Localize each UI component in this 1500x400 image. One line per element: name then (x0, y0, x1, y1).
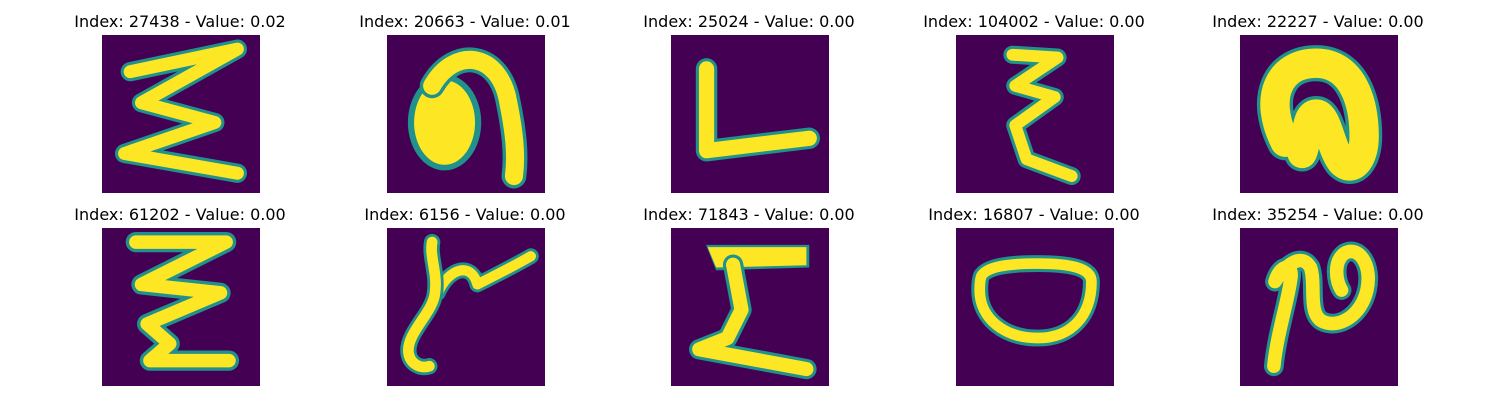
panel-9: Index: 16807 - Value: 0.00 (909, 193, 1159, 386)
panel-image (956, 35, 1114, 193)
panel-image (387, 35, 545, 193)
panel-image (102, 228, 260, 386)
panel-image (387, 228, 545, 386)
panel-image (1240, 35, 1398, 193)
panel-title: Index: 25024 - Value: 0.00 (643, 12, 855, 31)
panel-image (956, 228, 1114, 386)
panel-title: Index: 71843 - Value: 0.00 (643, 205, 855, 224)
panel-5: Index: 22227 - Value: 0.00 (1193, 0, 1443, 193)
panel-4: Index: 104002 - Value: 0.00 (909, 0, 1159, 193)
panel-image (671, 228, 829, 386)
panel-title: Index: 16807 - Value: 0.00 (928, 205, 1140, 224)
panel-2: Index: 20663 - Value: 0.01 (340, 0, 590, 193)
panel-3: Index: 25024 - Value: 0.00 (624, 0, 874, 193)
panel-7: Index: 6156 - Value: 0.00 (340, 193, 590, 386)
panel-title: Index: 61202 - Value: 0.00 (74, 205, 286, 224)
panel-image (671, 35, 829, 193)
panel-image (102, 35, 260, 193)
panel-10: Index: 35254 - Value: 0.00 (1193, 193, 1443, 386)
panel-image (1240, 228, 1398, 386)
panel-title: Index: 20663 - Value: 0.01 (359, 12, 571, 31)
panel-6: Index: 61202 - Value: 0.00 (55, 193, 305, 386)
panel-8: Index: 71843 - Value: 0.00 (624, 193, 874, 386)
panel-title: Index: 6156 - Value: 0.00 (364, 205, 566, 224)
panel-title: Index: 27438 - Value: 0.02 (74, 12, 286, 31)
panel-1: Index: 27438 - Value: 0.02 (55, 0, 305, 193)
panel-title: Index: 35254 - Value: 0.00 (1212, 205, 1424, 224)
panel-title: Index: 22227 - Value: 0.00 (1212, 12, 1424, 31)
panel-title: Index: 104002 - Value: 0.00 (923, 12, 1145, 31)
